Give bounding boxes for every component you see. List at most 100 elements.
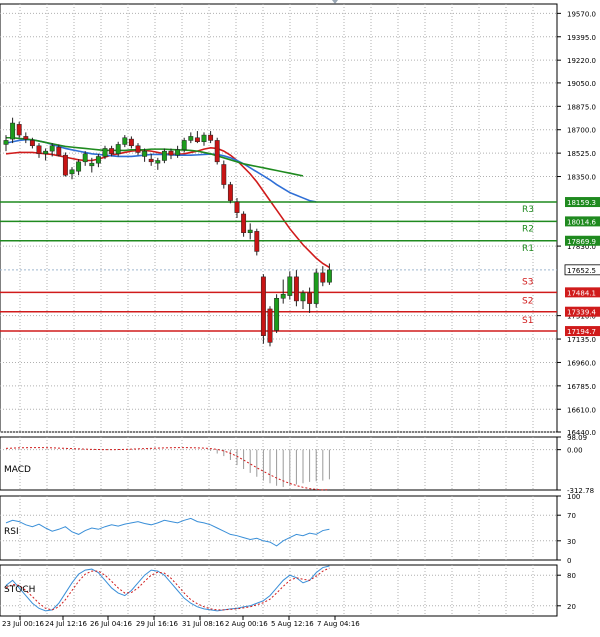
rsi-tick-label: 70 [567, 512, 576, 520]
time-tick-label: 26 Jul 04:16 [90, 620, 133, 628]
time-tick-label: 24 Jul 12:16 [45, 620, 88, 628]
candle-body [161, 150, 167, 161]
level-price-label: 17194.7 [567, 328, 596, 336]
price-tick-label: 19220.0 [567, 57, 596, 65]
stoch-indicator: STOCH 80 20 [0, 565, 576, 612]
price-tick-label: 19395.0 [567, 34, 596, 42]
rsi-panel-frame [0, 495, 558, 561]
candle-body [142, 150, 148, 157]
candle-body [214, 140, 220, 163]
candle-body [36, 145, 42, 155]
candle-body [49, 145, 55, 152]
candle-body [175, 149, 181, 156]
level-price-label: 17869.9 [567, 238, 596, 246]
level-name-s2: S2 [522, 297, 533, 307]
candle-body [155, 160, 161, 164]
rsi-line [5, 517, 330, 547]
level-name-r2: R2 [522, 224, 534, 234]
time-tick-label: 5 Aug 12:16 [271, 620, 314, 628]
candle-body [320, 272, 326, 283]
price-tick-label: 18875.0 [567, 103, 596, 111]
candle-body [260, 276, 266, 336]
level-price-badge [565, 197, 600, 208]
price-tick-label: 19570.0 [567, 10, 596, 18]
price-tick-label: 18525.0 [567, 150, 596, 158]
macd-signal-line [5, 447, 330, 491]
rsi-tick-label: 100 [567, 493, 580, 501]
candle-body [109, 148, 115, 155]
candle-body [254, 231, 260, 252]
candle-body [76, 161, 82, 172]
candle-body [293, 276, 299, 302]
candle-body [102, 148, 108, 157]
candle-body [326, 269, 332, 283]
scroll-marker-icon [332, 0, 338, 4]
level-price-badge [565, 216, 600, 227]
level-price-label: 18159.3 [567, 199, 596, 207]
time-tick-label: 31 Jul 08:16 [182, 620, 225, 628]
candle-body [128, 138, 134, 147]
candle-body [89, 162, 95, 167]
price-panel-frame [0, 3, 558, 433]
current-price-label: 17652.5 [567, 267, 596, 275]
rsi-tick-label: 0 [567, 557, 571, 565]
level-price-badge [565, 326, 600, 337]
candle-body [56, 146, 62, 156]
level-name-r3: R3 [522, 205, 534, 215]
stoch-tick-label: 80 [567, 572, 576, 580]
stoch-tick-label: 20 [567, 603, 576, 611]
price-tick-label: 18700.0 [567, 127, 596, 135]
level-price-badge [565, 235, 600, 246]
candle-body [16, 124, 22, 136]
rsi-indicator: RSI 100 70 30 0 [0, 493, 580, 565]
candle-body [188, 136, 194, 141]
candle-body [201, 134, 207, 143]
price-tick-label: 17135.0 [567, 336, 596, 344]
macd-tick-label: -312.78 [567, 487, 594, 495]
moving-average-line [6, 136, 304, 177]
rsi-tick-label: 30 [567, 538, 576, 546]
candle-body [62, 154, 68, 176]
moving-average-line [5, 138, 317, 203]
candle-body [10, 122, 16, 140]
candle-body [168, 150, 174, 156]
macd-panel-frame [0, 436, 558, 491]
candle-body [221, 164, 227, 185]
price-tick-label: 16440.0 [567, 429, 596, 437]
rsi-label: RSI [4, 527, 19, 537]
candle-body [247, 229, 253, 233]
level-name-r1: R1 [522, 244, 534, 254]
candle-body [300, 292, 306, 302]
price-tick-label: 19050.0 [567, 80, 596, 88]
macd-tick-label: 0.00 [567, 447, 583, 455]
candle-body [82, 153, 88, 163]
candle-body [69, 169, 75, 175]
stoch-k-line [5, 565, 330, 612]
time-tick-label: 23 Jul 00:16 [2, 620, 45, 628]
time-tick-label: 2 Aug 00:16 [225, 620, 268, 628]
candle-body [280, 293, 286, 299]
candles [3, 117, 332, 347]
candle-body [234, 201, 240, 213]
price-tick-label: 16785.0 [567, 383, 596, 391]
candle-body [122, 137, 128, 145]
level-name-s1: S1 [522, 316, 533, 326]
macd-tick-label: 98.09 [567, 434, 587, 442]
price-tick-label: 16960.0 [567, 359, 596, 367]
candle-body [43, 150, 49, 155]
price-tick-label: 17830.0 [567, 243, 596, 251]
candle-body [95, 156, 101, 164]
level-price-badge [565, 306, 600, 317]
candle-body [313, 272, 319, 304]
candle-body [135, 145, 141, 153]
level-name-s3: S3 [522, 277, 533, 287]
candle-body [148, 158, 154, 163]
candle-body [274, 298, 280, 331]
macd-label: MACD [4, 465, 31, 475]
level-price-label: 18014.6 [567, 218, 596, 226]
candle-body [208, 134, 214, 141]
level-price-label: 17484.1 [567, 289, 596, 297]
time-axis: 23 Jul 00:16 24 Jul 12:16 26 Jul 04:16 29 J… [2, 616, 360, 628]
